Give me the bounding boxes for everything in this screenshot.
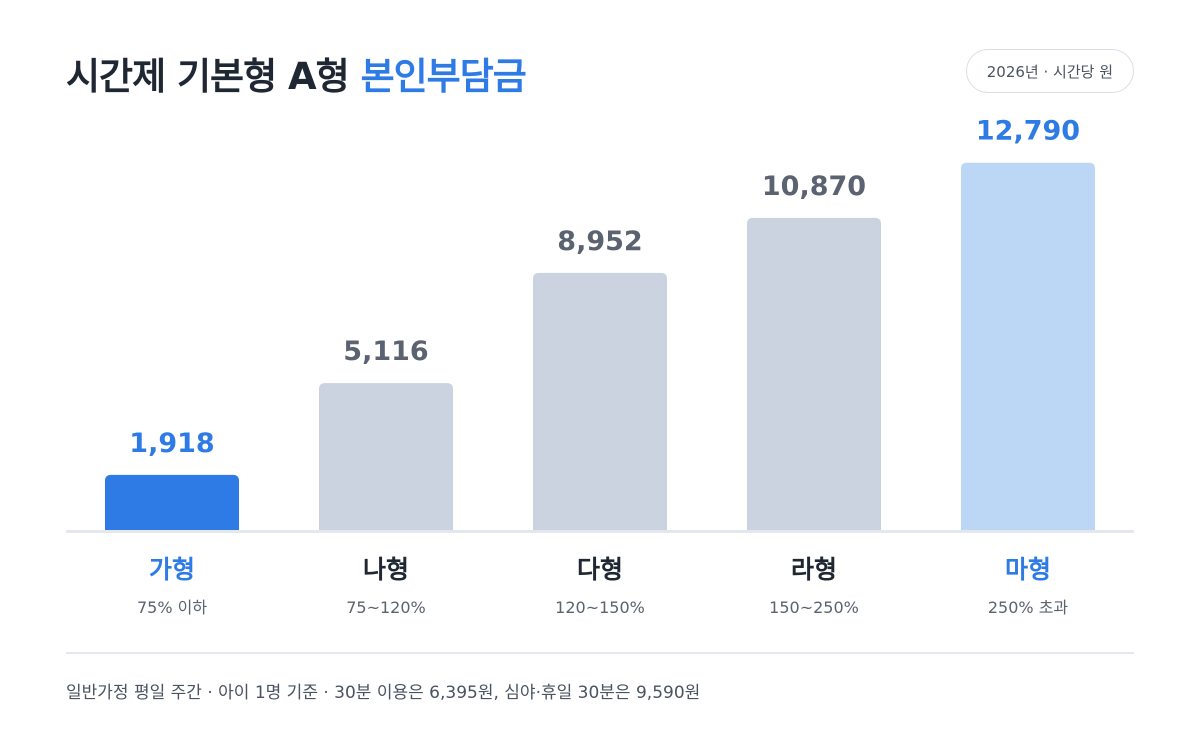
bar-1 [105,474,239,530]
bar-value-label-4: 10,870 [762,171,866,202]
category-label-4: 라형 [791,555,837,584]
bar-value-label-1: 1,918 [129,428,214,459]
x-axis-baseline [66,530,1134,533]
category-range-2: 75~120% [346,598,426,617]
unit-badge-label: 2026년 · 시간당 원 [986,62,1113,81]
bar-chart: 1,918 가형 75% 이하 5,116 나형 75~120% 8,952 다형 120~15… [66,116,1134,617]
category-label-1: 가형 [149,555,195,584]
category-range-1: 75% 이하 [137,598,207,617]
category-range-5: 250% 초과 [988,598,1069,617]
bar-3 [533,272,667,530]
unit-badge: 2026년 · 시간당 원 [965,49,1134,93]
title-main: 시간제 기본형 A형 [66,55,350,98]
bar-5 [961,162,1095,530]
category-label-3: 다형 [577,555,623,584]
bar-value-label-2: 5,116 [343,336,428,367]
footnote: 일반가정 평일 주간 · 아이 1명 기준 · 30분 이용은 6,395원, … [66,683,701,703]
bar-value-label-3: 8,952 [557,226,642,257]
category-label-5: 마형 [1005,555,1051,584]
bar-2 [319,383,453,530]
category-range-3: 120~150% [555,598,645,617]
page-title: 시간제 기본형 A형 본인부담금 [66,46,527,100]
category-label-2: 나형 [363,555,409,584]
title-accent: 본인부담금 [360,55,527,98]
footer-divider [66,652,1134,654]
bar-4 [747,217,881,530]
bar-value-label-5: 12,790 [976,116,1080,147]
category-range-4: 150~250% [769,598,859,617]
